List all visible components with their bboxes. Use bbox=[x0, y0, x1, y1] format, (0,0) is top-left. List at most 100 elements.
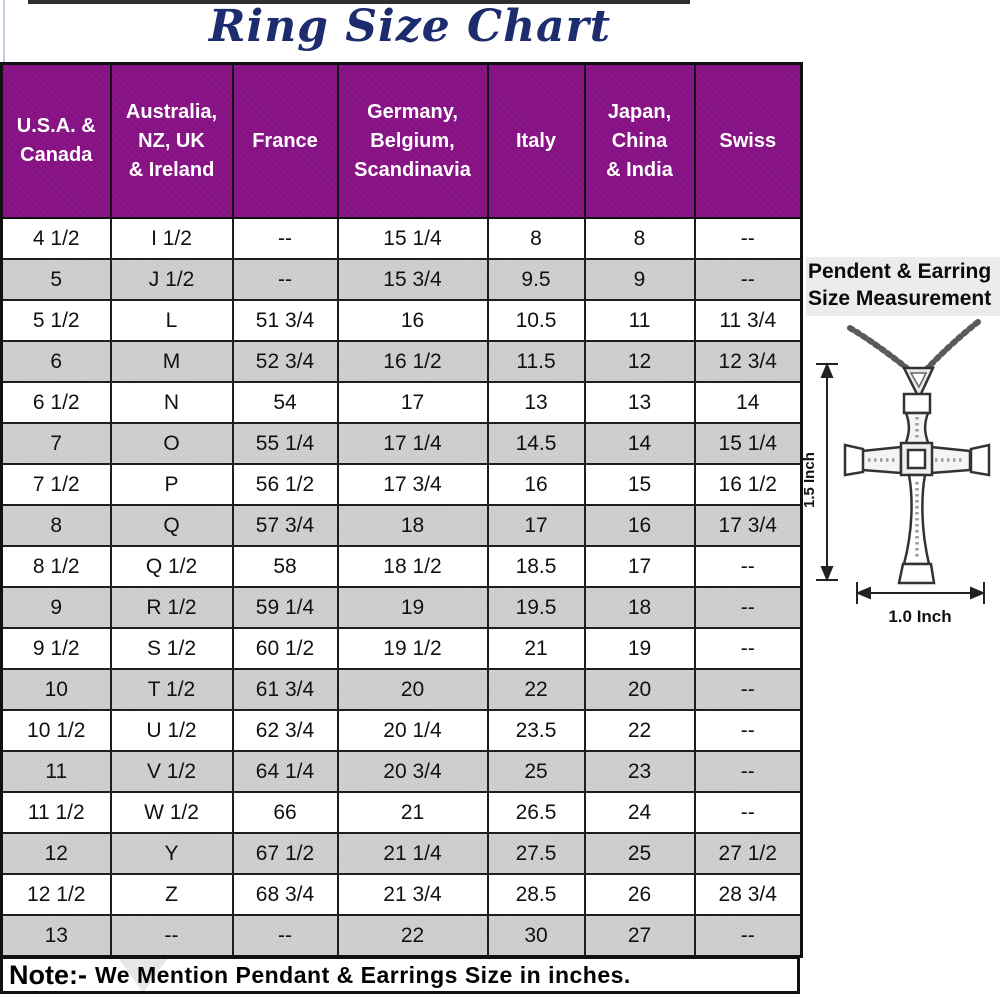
table-cell: 27.5 bbox=[486, 832, 586, 875]
table-cell: 13 bbox=[486, 381, 586, 424]
cross-pendant-illustration: 1.5 Inch 1.0 Inch bbox=[801, 319, 991, 626]
table-cell: 26 bbox=[583, 873, 696, 916]
table-cell: 17 bbox=[336, 381, 489, 424]
table-cell: 21 3/4 bbox=[336, 873, 489, 916]
page-title: Ring Size Chart bbox=[208, 1, 612, 52]
table-row: 6 M 52 3/4 16 1/2 11.5 12 12 3/4 bbox=[0, 340, 803, 383]
table-row: 7 O 55 1/4 17 1/4 14.5 14 15 1/4 bbox=[0, 422, 803, 465]
table-cell: 18 bbox=[583, 586, 696, 629]
table-cell: 20 1/4 bbox=[336, 709, 489, 752]
horizontal-dimension-label: 1.0 Inch bbox=[888, 607, 951, 626]
table-cell: J 1/2 bbox=[109, 258, 234, 301]
table-cell: 18.5 bbox=[486, 545, 586, 588]
table-cell: -- bbox=[231, 258, 339, 301]
table-cell: U 1/2 bbox=[109, 709, 234, 752]
table-cell: S 1/2 bbox=[109, 627, 234, 670]
table-cell: -- bbox=[693, 791, 803, 834]
gem-marks bbox=[868, 417, 965, 558]
table-cell: 55 1/4 bbox=[231, 422, 339, 465]
horizontal-dimension-arrow bbox=[855, 582, 986, 604]
table-cell: R 1/2 bbox=[109, 586, 234, 629]
table-cell: 20 3/4 bbox=[336, 750, 489, 793]
table-cell: 22 bbox=[486, 668, 586, 711]
table-row: 7 1/2 P 56 1/2 17 3/4 16 15 16 1/2 bbox=[0, 463, 803, 506]
column-header: Italy bbox=[486, 62, 586, 219]
table-row: 11 V 1/2 64 1/4 20 3/4 25 23 -- bbox=[0, 750, 803, 793]
table-cell: 60 1/2 bbox=[231, 627, 339, 670]
table-cell: -- bbox=[693, 709, 803, 752]
table-cell: 22 bbox=[336, 914, 489, 958]
column-header: Australia, NZ, UK & Ireland bbox=[109, 62, 234, 219]
table-cell: 52 3/4 bbox=[231, 340, 339, 383]
table-cell: 25 bbox=[583, 832, 696, 875]
table-cell: 15 3/4 bbox=[336, 258, 489, 301]
table-cell: 12 3/4 bbox=[693, 340, 803, 383]
table-cell: 25 bbox=[486, 750, 586, 793]
table-cell: 15 1/4 bbox=[336, 217, 489, 260]
table-cell: 14 bbox=[693, 381, 803, 424]
table-cell: 64 1/4 bbox=[231, 750, 339, 793]
table-cell: 28 3/4 bbox=[693, 873, 803, 916]
table-row: 9 1/2 S 1/2 60 1/2 19 1/2 21 19 -- bbox=[0, 627, 803, 670]
table-cell: 17 bbox=[583, 545, 696, 588]
table-cell: 15 bbox=[583, 463, 696, 506]
table-row: 12 1/2 Z 68 3/4 21 3/4 28.5 26 28 3/4 bbox=[0, 873, 803, 916]
table-cell: 12 bbox=[0, 832, 112, 875]
table-cell: 54 bbox=[231, 381, 339, 424]
table-cell: 18 1/2 bbox=[336, 545, 489, 588]
table-row: 8 Q 57 3/4 18 17 16 17 3/4 bbox=[0, 504, 803, 547]
table-cell: -- bbox=[231, 914, 339, 958]
column-header: U.S.A. & Canada bbox=[0, 62, 112, 219]
table-cell: 5 1/2 bbox=[0, 299, 112, 342]
column-header: Swiss bbox=[693, 62, 803, 219]
table-cell: -- bbox=[109, 914, 234, 958]
table-cell: 15 1/4 bbox=[693, 422, 803, 465]
table-cell: 9 1/2 bbox=[0, 627, 112, 670]
note-text: We Mention Pendant & Earrings Size in in… bbox=[94, 961, 631, 988]
table-cell: 5 bbox=[0, 258, 112, 301]
ring-size-table: U.S.A. & Canada Australia, NZ, UK & Irela… bbox=[0, 62, 803, 958]
table-cell: 16 bbox=[583, 504, 696, 547]
table-cell: -- bbox=[693, 914, 803, 958]
table-cell: Y bbox=[109, 832, 234, 875]
table-cell: 6 1/2 bbox=[0, 381, 112, 424]
table-row: 11 1/2 W 1/2 66 21 26.5 24 -- bbox=[0, 791, 803, 834]
table-cell: 21 bbox=[486, 627, 586, 670]
pendant-illustration-container: 1.5 Inch 1.0 Inch bbox=[800, 312, 1000, 642]
table-cell: 58 bbox=[231, 545, 339, 588]
note-label: Note:- bbox=[9, 959, 87, 990]
table-cell: 14 bbox=[583, 422, 696, 465]
table-cell: 62 3/4 bbox=[231, 709, 339, 752]
table-cell: 11 3/4 bbox=[693, 299, 803, 342]
table-cell: 16 1/2 bbox=[336, 340, 489, 383]
table-row: 13 -- -- 22 30 27 -- bbox=[0, 914, 803, 958]
column-header: France bbox=[231, 62, 339, 219]
table-cell: P bbox=[109, 463, 234, 506]
table-cell: 8 bbox=[583, 217, 696, 260]
table-cell: 17 bbox=[486, 504, 586, 547]
table-cell: N bbox=[109, 381, 234, 424]
table-cell: -- bbox=[693, 627, 803, 670]
table-cell: 16 bbox=[336, 299, 489, 342]
table-cell: 67 1/2 bbox=[231, 832, 339, 875]
table-row: 10 T 1/2 61 3/4 20 22 20 -- bbox=[0, 668, 803, 711]
table-cell: 19.5 bbox=[486, 586, 586, 629]
table-cell: 9 bbox=[0, 586, 112, 629]
table-cell: W 1/2 bbox=[109, 791, 234, 834]
table-cell: 10 bbox=[0, 668, 112, 711]
table-row: 12 Y 67 1/2 21 1/4 27.5 25 27 1/2 bbox=[0, 832, 803, 875]
table-cell: -- bbox=[693, 668, 803, 711]
table-cell: 13 bbox=[583, 381, 696, 424]
table-cell: 16 bbox=[486, 463, 586, 506]
table-cell: 11 bbox=[0, 750, 112, 793]
table-cell: 59 1/4 bbox=[231, 586, 339, 629]
table-cell: 8 1/2 bbox=[0, 545, 112, 588]
table-head-row: U.S.A. & Canada Australia, NZ, UK & Irela… bbox=[0, 62, 803, 219]
pendant-size-heading: Pendent & Earring Size Measurement bbox=[806, 257, 1000, 316]
table-cell: Q 1/2 bbox=[109, 545, 234, 588]
table-cell: 23.5 bbox=[486, 709, 586, 752]
note-bar: Note:- We Mention Pendant & Earrings Siz… bbox=[0, 956, 800, 994]
